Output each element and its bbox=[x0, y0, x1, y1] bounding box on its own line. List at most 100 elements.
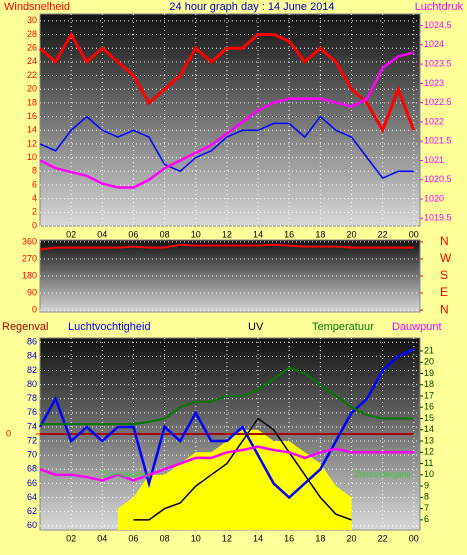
x-tick-label: 04 bbox=[97, 229, 107, 239]
y-tick-label: 80 bbox=[27, 379, 37, 389]
x-tick-label: 20 bbox=[346, 229, 356, 239]
chart-title: 24 hour graph day : 14 June 2014 bbox=[169, 1, 334, 13]
y-tick-label: 0 bbox=[32, 304, 37, 314]
y-tick-label: 8 bbox=[32, 166, 37, 176]
y-tick-label: 26 bbox=[27, 43, 37, 53]
y-tick-label: 6 bbox=[32, 179, 37, 189]
y-tick-label: 72 bbox=[27, 435, 37, 445]
y-tick-label: 360 bbox=[22, 236, 37, 246]
y2-tick-label: N bbox=[440, 234, 449, 248]
y2-tick-label: N bbox=[440, 302, 449, 316]
x-tick-label: 02 bbox=[66, 229, 76, 239]
y2-tick-label: E bbox=[440, 285, 448, 299]
y-tick-label: 10 bbox=[27, 152, 37, 162]
y-tick-label: 86 bbox=[27, 337, 37, 347]
y2-tick-label: 1024.5 bbox=[424, 20, 452, 30]
y-tick-label: 66 bbox=[27, 478, 37, 488]
series-line bbox=[39, 51, 415, 189]
y2-tick-label: 15 bbox=[424, 413, 434, 423]
y-tick-label: 20 bbox=[27, 84, 37, 94]
y-axis-label: Windsnelheid bbox=[4, 1, 70, 13]
y2-tick-label: 1020 bbox=[424, 193, 444, 203]
y2-tick-label: 1021.5 bbox=[424, 136, 452, 146]
y-tick-label: 68 bbox=[27, 464, 37, 474]
x-tick-label: 18 bbox=[315, 229, 325, 239]
y-tick-label: 180 bbox=[22, 270, 37, 280]
y-tick-label: 24 bbox=[27, 56, 37, 66]
y2-tick-label: 13 bbox=[424, 435, 434, 445]
y-tick-label: 28 bbox=[27, 29, 37, 39]
legend-label: UV bbox=[248, 321, 264, 333]
y2-tick-label: 11 bbox=[424, 458, 433, 468]
x-tick-label: 22 bbox=[378, 533, 388, 543]
annotation: Zonsondergang bbox=[355, 470, 411, 479]
y-tick-label: 74 bbox=[27, 421, 37, 431]
legend-label: Temperatuur bbox=[312, 321, 374, 333]
y2-tick-label: 1022 bbox=[424, 116, 444, 126]
series-line bbox=[39, 445, 414, 482]
legend-label: Regenval bbox=[2, 321, 48, 333]
x-tick-label: 14 bbox=[253, 229, 263, 239]
x-tick-label: 00 bbox=[409, 229, 419, 239]
series-line bbox=[38, 348, 415, 500]
y-tick-label: 90 bbox=[27, 287, 37, 297]
x-tick-label: 14 bbox=[253, 533, 263, 543]
y2-tick-label: 8 bbox=[424, 492, 429, 502]
plot-area bbox=[39, 13, 421, 227]
x-tick-label: 08 bbox=[160, 533, 170, 543]
y2-tick-label: 1022.5 bbox=[424, 97, 452, 107]
x-tick-label: 12 bbox=[222, 229, 232, 239]
y2-tick-label: 21 bbox=[424, 345, 434, 355]
y2-axis-label: Luchtdruk bbox=[415, 1, 464, 13]
y-tick-label: 270 bbox=[22, 253, 37, 263]
y2-tick-label: 1019.5 bbox=[424, 213, 452, 223]
y2-tick-label: 1024 bbox=[424, 39, 444, 49]
series-line bbox=[39, 243, 414, 251]
y-tick-label: 12 bbox=[27, 138, 37, 148]
annotation: Zonsopkomst bbox=[102, 470, 151, 479]
y2-tick-label: S bbox=[440, 268, 448, 282]
x-tick-label: 18 bbox=[315, 533, 325, 543]
y2-tick-label: 17 bbox=[424, 390, 434, 400]
x-tick-label: 06 bbox=[128, 229, 138, 239]
x-tick-label: 16 bbox=[284, 533, 294, 543]
y-tick-label: 16 bbox=[27, 111, 37, 121]
y-tick-label: 82 bbox=[27, 365, 37, 375]
y2-tick-label: 9 bbox=[424, 480, 429, 490]
y-tick-label: 18 bbox=[27, 97, 37, 107]
y2-tick-label: 10 bbox=[424, 469, 434, 479]
y2-tick-label: 7 bbox=[424, 503, 429, 513]
y-tick-label: 60 bbox=[27, 520, 37, 530]
y-tick-label: 78 bbox=[27, 393, 37, 403]
x-tick-label: 04 bbox=[97, 533, 107, 543]
y-tick-label: 30 bbox=[27, 15, 37, 25]
x-tick-label: 00 bbox=[409, 533, 419, 543]
y2-tick-label: 19 bbox=[424, 368, 434, 378]
x-tick-label: 10 bbox=[191, 229, 201, 239]
y2-tick-label: 1023.5 bbox=[424, 58, 452, 68]
y2-tick-label: W bbox=[440, 251, 452, 265]
y-tick-label: 76 bbox=[27, 407, 37, 417]
x-tick-label: 08 bbox=[160, 229, 170, 239]
y2-tick-label: 16 bbox=[424, 402, 434, 412]
y2-tick-label: 14 bbox=[424, 424, 434, 434]
x-tick-label: 22 bbox=[378, 229, 388, 239]
x-tick-label: 10 bbox=[191, 533, 201, 543]
x-tick-label: 02 bbox=[66, 533, 76, 543]
x-tick-label: 06 bbox=[128, 533, 138, 543]
series-line bbox=[39, 115, 414, 180]
y2-tick-label: 18 bbox=[424, 379, 434, 389]
x-tick-label: 16 bbox=[284, 229, 294, 239]
legend-label: Dauwpunt bbox=[392, 321, 442, 333]
y-tick-label: 14 bbox=[27, 125, 37, 135]
y2-tick-label: 20 bbox=[424, 357, 434, 367]
y-tick-label: 2 bbox=[32, 207, 37, 217]
y2-tick-label: 1021 bbox=[424, 155, 444, 165]
y-tick-label: 0 bbox=[32, 220, 37, 230]
y2-tick-label: 1023 bbox=[424, 78, 444, 88]
series-line bbox=[39, 31, 416, 134]
x-tick-label: 20 bbox=[346, 533, 356, 543]
y-tick-label: 4 bbox=[32, 193, 37, 203]
y-tick-label: 84 bbox=[27, 351, 37, 361]
y-tick-label: 62 bbox=[27, 506, 37, 516]
